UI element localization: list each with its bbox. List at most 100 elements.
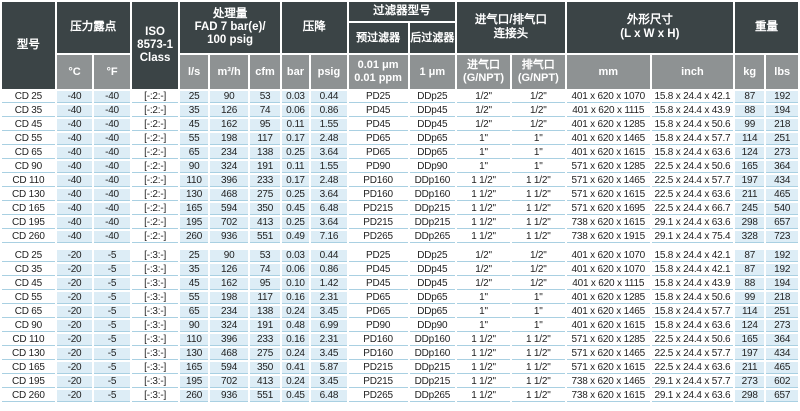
cell-ls: 130 [180,189,208,201]
cell-c: -40 [56,189,93,201]
cell-mm: 571 x 620 x 1615 [566,362,650,374]
cell-c: -20 [56,362,93,374]
cell-pre: PD45 [348,105,408,117]
cell-lbs: 273 [766,147,798,159]
cell-inch: 29.1 x 24.4 x 63.6 [651,390,734,402]
cell-iso: [-:2:-] [131,203,179,215]
cell-c: -40 [56,147,93,159]
header-row-groups: 型号 压力露点 ISO 8573-1 Class 处理量 FAD 7 bar(e… [2,2,798,89]
header-row-filter-split: 预过滤器 后过滤器 [2,23,798,53]
cell-outlet: 1/2" [511,105,565,117]
cell-bar: 0.03 [281,91,310,103]
cell-inch: 15.8 x 24.4 x 42.1 [651,91,734,103]
cell-ls: 110 [180,334,208,346]
cell-psig: 7.16 [311,231,347,243]
cell-c: -20 [56,320,93,332]
cell-pre: PD215 [348,376,408,388]
cell-cfm: 53 [250,91,280,103]
cell-pre: PD265 [348,231,408,243]
cell-c: -40 [56,91,93,103]
cell-f: -5 [94,292,130,304]
unit-cfm: cfm [250,55,280,89]
cell-inlet: 1" [457,161,510,173]
cell-pre: PD65 [348,147,408,159]
cell-inlet: 1/2" [457,119,510,131]
cell-f: -40 [94,133,130,145]
cell-inch: 15.8 x 24.4 x 57.7 [651,306,734,318]
cell-cfm: 138 [250,147,280,159]
cell-after: DDp160 [409,334,456,346]
cell-cfm: 233 [250,334,280,346]
cell-kg: 328 [735,231,765,243]
cell-m3h: 594 [209,362,249,374]
cell-after: DDp45 [409,119,456,131]
cell-kg: 88 [735,278,765,290]
cell-iso: [-:2:-] [131,175,179,187]
cell-m3h: 324 [209,161,249,173]
cell-outlet: 1" [511,320,565,332]
cell-lbs: 192 [766,264,798,276]
cell-c: -20 [56,292,93,304]
cell-model: CD 35 [2,105,55,117]
cell-inch: 15.8 x 24.4 x 63.6 [651,320,734,332]
cell-cfm: 138 [250,306,280,318]
col-header-filters: 过滤器型号 [348,2,456,21]
cell-lbs: 465 [766,189,798,201]
table-row: CD 65 -40 -40 [-:2:-] 65 234 138 0.25 3.64 PD65 DD… [2,147,798,159]
cell-inch: 22.5 x 24.4 x 63.6 [651,362,734,374]
unit-inch: inch [651,55,734,89]
cell-model: CD 195 [2,217,55,229]
cell-ls: 110 [180,175,208,187]
cell-model: CD 25 [2,91,55,103]
cell-mm: 401 x 620 x 1285 [566,119,650,131]
col-header-connections: 进气口/排气口 连接头 [457,2,565,53]
cell-outlet: 1/2" [511,245,565,262]
cell-outlet: 1" [511,161,565,173]
cell-psig: 3.64 [311,147,347,159]
cell-after: DDp65 [409,133,456,145]
cell-psig: 3.45 [311,306,347,318]
cell-ls: 130 [180,348,208,360]
cell-after: DDp45 [409,278,456,290]
cell-inch: 15.8 x 24.4 x 42.1 [651,264,734,276]
cell-inch: 22.5 x 24.4 x 57.7 [651,175,734,187]
cell-kg: 99 [735,292,765,304]
cell-f: -5 [94,348,130,360]
cell-psig: 0.44 [311,91,347,103]
cell-kg: 298 [735,390,765,402]
cell-mm: 401 x 620 x 1465 [566,306,650,318]
table-row: CD 45 -40 -40 [-:2:-] 45 162 95 0.11 1.55 PD45 DDp… [2,119,798,131]
cell-m3h: 936 [209,231,249,243]
cell-mm: 571 x 620 x 1285 [566,161,650,173]
cell-inlet: 1/2" [457,278,510,290]
cell-model: CD 25 [2,245,55,262]
cell-model: CD 45 [2,278,55,290]
cell-after: DDp215 [409,217,456,229]
cell-psig: 5.87 [311,362,347,374]
cell-f: -40 [94,91,130,103]
table-row: CD 110 -40 -40 [-:2:-] 110 396 233 0.17 2.48 PD16… [2,175,798,187]
cell-mm: 401 x 620 x 1465 [566,133,650,145]
cell-inlet: 1 1/2" [457,231,510,243]
cell-inch: 15.8 x 24.4 x 50.6 [651,292,734,304]
unit-litres-per-second: l/s [180,55,208,89]
cell-pre: PD160 [348,189,408,201]
cell-after: DDp45 [409,105,456,117]
cell-iso: [-:2:-] [131,119,179,131]
cell-after: DDp25 [409,245,456,262]
cell-model: CD 260 [2,231,55,243]
cell-kg: 197 [735,175,765,187]
cell-mm: 571 x 620 x 1615 [566,189,650,201]
cell-kg: 124 [735,147,765,159]
cell-psig: 6.48 [311,390,347,402]
cell-outlet: 1 1/2" [511,390,565,402]
cell-bar: 0.25 [281,217,310,229]
cell-cfm: 275 [250,189,280,201]
cell-after: DDp65 [409,147,456,159]
cell-mm: 401 x 620 x 1115 [566,278,650,290]
cell-model: CD 65 [2,147,55,159]
cell-m3h: 90 [209,245,249,262]
table-row: CD 35 -40 -40 [-:2:-] 35 126 74 0.06 0.86 PD45 DDp… [2,105,798,117]
cell-psig: 1.55 [311,119,347,131]
cell-psig: 2.31 [311,292,347,304]
